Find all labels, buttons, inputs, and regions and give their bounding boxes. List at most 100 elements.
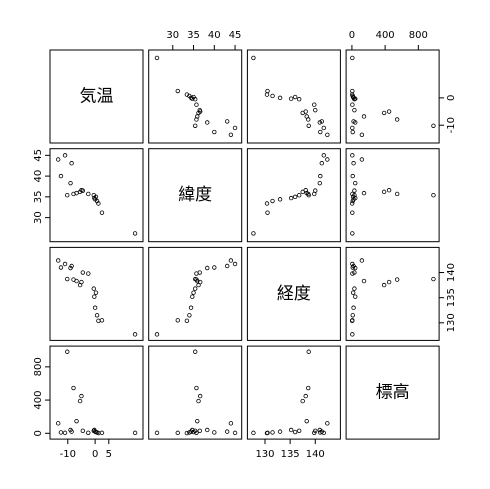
point [351,305,356,310]
x-tick-label: 0 [92,449,98,460]
point [132,332,138,337]
point [313,428,318,433]
point [296,192,302,198]
panel [148,246,243,341]
point [394,277,400,282]
point [195,418,200,424]
point [304,418,309,424]
point [205,120,210,125]
panel [246,246,341,341]
point [56,157,61,162]
point [313,107,318,113]
point [300,398,305,404]
x-tick-label: 40 [208,30,221,41]
point [350,332,355,337]
point [306,385,311,391]
point [352,286,357,291]
point [92,305,98,310]
point [353,180,358,186]
point [132,430,138,436]
point [93,429,99,435]
point [224,429,230,434]
point [361,278,367,284]
point [270,93,275,99]
y-tick-label: 40 [33,170,44,183]
point [351,161,356,166]
point [394,191,400,197]
point [132,231,138,236]
point [350,231,355,236]
point [192,123,198,128]
x-tick-label: 140 [306,449,325,460]
point [86,430,91,435]
y-tick-label: 30 [33,211,44,224]
point [71,385,76,391]
y-tick-label: -10 [446,117,457,133]
point [319,161,324,166]
panel [49,345,144,440]
point [351,119,356,124]
point [58,265,64,270]
point [175,318,180,323]
point [65,192,70,198]
variable-label: 緯度 [178,185,212,205]
y-tick-label: 45 [33,149,44,162]
point [325,421,330,426]
point [292,194,298,200]
point [228,258,234,263]
point [196,398,201,404]
point [79,279,84,285]
point [321,430,327,436]
point [350,88,355,94]
y-tick-label: 130 [446,313,457,332]
panel [49,246,144,341]
point [270,430,275,435]
point [224,263,230,269]
point [228,132,234,137]
point [318,129,323,135]
point [352,107,357,113]
point [277,197,283,202]
point [361,114,367,119]
panel [246,148,341,243]
point [205,265,210,271]
point [80,270,86,275]
point [99,318,105,323]
point [303,109,308,114]
x-tick-label: -10 [60,449,76,460]
point [292,429,298,435]
y-tick-label: 140 [446,263,457,282]
point [154,55,160,61]
point [212,430,217,435]
panel [345,148,440,243]
point [251,55,256,61]
point [232,430,238,436]
point [265,88,270,94]
y-tick-label: 35 [33,190,44,203]
point [349,201,355,206]
point [194,117,199,122]
point [386,109,392,114]
point [91,192,96,198]
point [350,191,355,197]
point [251,231,256,236]
point [306,123,311,128]
point [194,430,199,435]
point [197,393,203,399]
point [303,188,308,193]
panel [345,345,440,440]
point [232,261,238,267]
point [175,430,180,436]
point [350,290,356,295]
point [187,313,192,318]
x-tick-label: 130 [255,449,274,460]
point [386,279,392,285]
point [71,191,76,197]
point [197,109,203,114]
point [69,161,74,166]
point [352,188,357,193]
point [91,286,96,291]
point [359,132,365,137]
point [277,429,283,434]
point [184,430,190,436]
